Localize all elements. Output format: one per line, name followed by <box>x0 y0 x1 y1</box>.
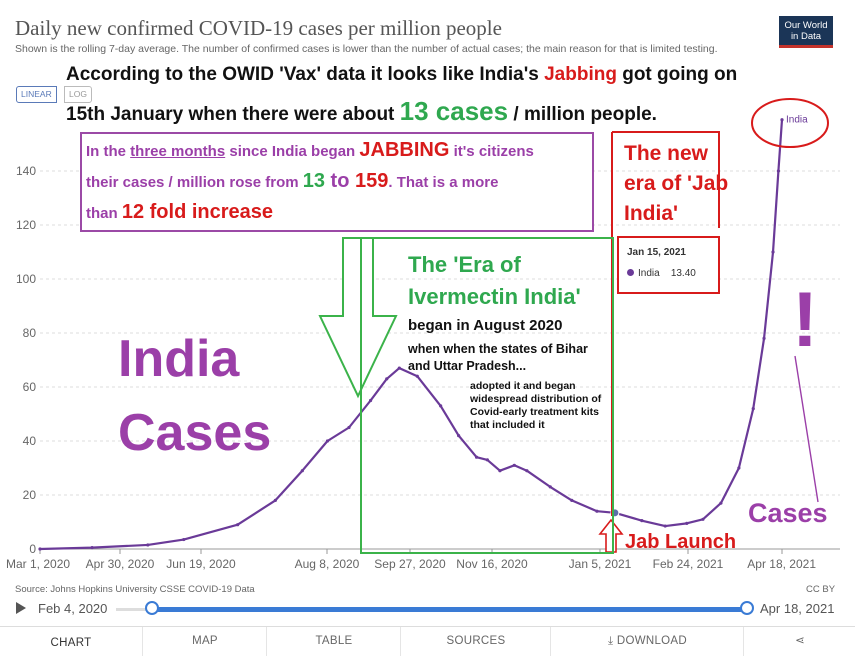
cases-label: Cases <box>748 498 828 528</box>
source-note: Source: Johns Hopkins University CSSE CO… <box>15 584 255 595</box>
data-point <box>325 439 330 443</box>
y-tick-label: 60 <box>23 380 37 394</box>
ivermectin-era-states: when when the states of Bihar and Uttar … <box>408 342 588 373</box>
x-tick-label: Apr 18, 2021 <box>747 557 816 571</box>
jab-era-box <box>612 131 720 228</box>
data-point <box>570 498 574 502</box>
data-point <box>347 425 351 430</box>
jabbing-annotation-box <box>80 132 594 232</box>
tooltip-row: India 13.40 <box>627 268 696 279</box>
chart-title: Daily new confirmed COVID-19 cases per m… <box>15 16 502 40</box>
data-point <box>595 509 599 513</box>
timeline-end-date: Apr 18, 2021 <box>760 601 835 616</box>
ivermectin-era-detail: adopted it and began widespread distribu… <box>470 380 602 431</box>
tab-share[interactable]: ⋖ <box>743 627 855 656</box>
x-tick-label: Sep 27, 2020 <box>374 557 446 571</box>
data-point <box>771 250 775 254</box>
data-point <box>415 374 419 378</box>
tab-table[interactable]: TABLE <box>266 627 401 656</box>
timeline-start-date: Feb 4, 2020 <box>38 601 108 616</box>
data-point <box>780 118 784 122</box>
data-point <box>474 455 479 459</box>
tab-sources[interactable]: SOURCES <box>400 627 551 656</box>
jabbing-annotation-line-3: than 12 fold increase <box>86 201 274 223</box>
data-point <box>737 466 741 470</box>
license-note: CC BY <box>806 584 836 595</box>
y-tick-label: 120 <box>16 218 36 232</box>
tab-chart[interactable]: CHART <box>0 627 142 658</box>
data-point <box>300 469 304 473</box>
data-point <box>38 547 42 551</box>
jab-launch-label: Jab Launch <box>625 531 737 553</box>
data-point <box>146 543 150 547</box>
ivermectin-era-box <box>360 237 614 554</box>
jabbing-annotation-line-1: In the three months since India began JA… <box>86 139 534 161</box>
data-point <box>776 169 781 173</box>
highlight-ellipse <box>751 98 829 148</box>
annotation-heading-2: 15th January when there were about 13 ca… <box>66 96 657 126</box>
timeline-end-handle[interactable] <box>740 601 754 615</box>
y-tick-label: 140 <box>16 164 36 178</box>
tooltip-date: Jan 15, 2021 <box>627 247 686 258</box>
data-point <box>762 336 766 340</box>
x-tick-label: Feb 24, 2021 <box>653 557 724 571</box>
x-tick-label: Apr 30, 2020 <box>86 557 155 571</box>
y-tick-label: 0 <box>29 542 36 556</box>
x-tick-label: Mar 1, 2020 <box>6 557 70 571</box>
data-point <box>548 485 552 489</box>
data-point <box>640 519 644 523</box>
x-tick-label: Nov 16, 2020 <box>456 557 528 571</box>
ivermectin-arrow <box>318 237 398 399</box>
y-tick-label: 40 <box>23 434 37 448</box>
data-point <box>498 469 502 473</box>
data-point <box>525 469 529 473</box>
data-tooltip: Jan 15, 2021 India 13.40 <box>617 236 720 294</box>
data-point <box>485 458 489 462</box>
timeline-start-handle[interactable] <box>145 601 159 615</box>
timeline-range[interactable] <box>152 607 748 612</box>
data-point <box>701 517 705 521</box>
india-cases-label: India Cases <box>118 330 272 462</box>
data-point <box>439 404 443 408</box>
x-tick-label: Jan 5, 2021 <box>569 557 632 571</box>
data-point <box>385 377 389 381</box>
owid-logo[interactable]: Our World in Data <box>779 16 833 48</box>
annotation-heading-1: According to the OWID 'Vax' data it look… <box>66 64 738 85</box>
download-icon: ⤓ <box>607 635 617 647</box>
data-point <box>457 434 461 438</box>
tab-download[interactable]: ⤓ DOWNLOAD <box>550 627 744 656</box>
log-scale-button[interactable]: LOG <box>64 86 92 103</box>
data-point <box>663 524 667 528</box>
series-dot-icon <box>627 269 634 276</box>
data-point <box>685 521 689 525</box>
y-tick-label: 80 <box>23 326 37 340</box>
y-tick-label: 100 <box>16 272 36 286</box>
data-point <box>273 498 277 502</box>
data-point <box>512 463 516 467</box>
data-point <box>236 523 240 527</box>
data-point <box>397 366 401 370</box>
data-point <box>751 407 755 411</box>
ivermectin-era-start: began in August 2020 <box>408 317 563 334</box>
linear-scale-button[interactable]: LINEAR <box>16 86 57 103</box>
y-tick-label: 20 <box>23 488 37 502</box>
jabbing-annotation-line-2: their cases / million rose from 13 to 15… <box>86 170 499 192</box>
series-end-label: India <box>786 115 808 126</box>
data-point <box>182 537 186 542</box>
cases-pointer-line <box>794 355 819 503</box>
x-tick-label: Aug 8, 2020 <box>295 557 360 571</box>
data-point <box>90 546 94 550</box>
jab-india-era-title: The new era of 'Jab India' <box>624 142 729 225</box>
play-icon[interactable] <box>16 602 26 614</box>
ivermectin-era-title: The 'Era of Ivermectin India' <box>408 252 581 309</box>
chart-subtitle: Shown is the rolling 7-day average. The … <box>15 43 718 55</box>
x-tick-label: Jun 19, 2020 <box>166 557 236 571</box>
share-icon: ⋖ <box>795 635 805 647</box>
tab-bar: CHART MAP TABLE SOURCES ⤓ DOWNLOAD ⋖ <box>0 626 855 658</box>
tab-map[interactable]: MAP <box>142 627 267 656</box>
data-point <box>719 501 723 505</box>
exclamation-mark: ! <box>792 275 818 363</box>
data-point <box>368 398 373 403</box>
